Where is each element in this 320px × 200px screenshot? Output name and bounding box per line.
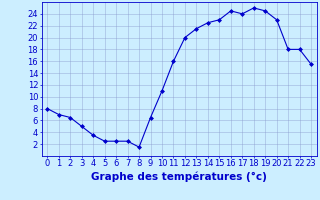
X-axis label: Graphe des températures (°c): Graphe des températures (°c): [91, 171, 267, 182]
